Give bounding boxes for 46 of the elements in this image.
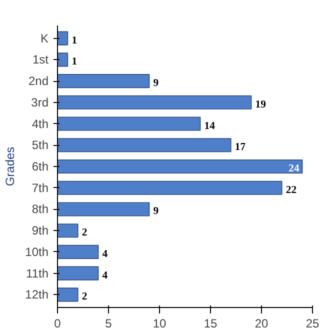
x-tick-label: 0 [54,316,62,330]
data-label: 2 [82,228,88,239]
bar [58,52,68,67]
data-label: 4 [102,270,108,282]
y-tick-label: 1st [32,52,50,67]
data-label: 2 [82,292,88,303]
y-tick-label: 5th [32,138,49,152]
x-tick-label: 15 [204,316,218,330]
y-tick-label: 2nd [28,74,49,88]
data-label: 9 [153,206,159,218]
data-label: 17 [234,142,246,154]
y-axis-title: Grades [3,146,18,186]
y-tick-label: 4th [32,116,49,131]
data-label: 1 [72,35,78,46]
bar [58,202,150,216]
data-label: 22 [286,184,297,196]
bar [58,288,78,302]
y-tick-label: 3rd [31,95,48,110]
bar [58,244,99,259]
bar [58,180,282,195]
y-tick-label: 11th [26,266,49,280]
y-tick-label: 8th [32,202,49,216]
data-label: 4 [102,248,108,260]
bar [58,224,78,238]
x-tick-label: 10 [152,316,166,330]
y-tick-label: 9th [32,224,49,238]
y-tick-label: 7th [32,180,49,195]
bar [58,159,303,174]
bar [58,95,252,110]
data-label: 24 [288,164,300,174]
y-tick-label: 6th [32,160,49,174]
data-label: 14 [204,120,216,132]
bar [58,31,68,46]
x-tick-label: 25 [306,316,320,330]
x-tick-label: 5 [105,316,112,330]
data-label: 19 [255,99,266,110]
bar [58,74,150,88]
data-label: 1 [72,56,78,68]
bar [58,266,99,280]
y-tick-label: 12th [25,288,49,302]
data-label: 9 [153,78,159,90]
y-tick-label: K [40,31,49,46]
x-tick-label: 20 [254,316,268,330]
bar [58,116,201,131]
y-tick-label: 10th [25,244,49,259]
bar [58,138,232,152]
